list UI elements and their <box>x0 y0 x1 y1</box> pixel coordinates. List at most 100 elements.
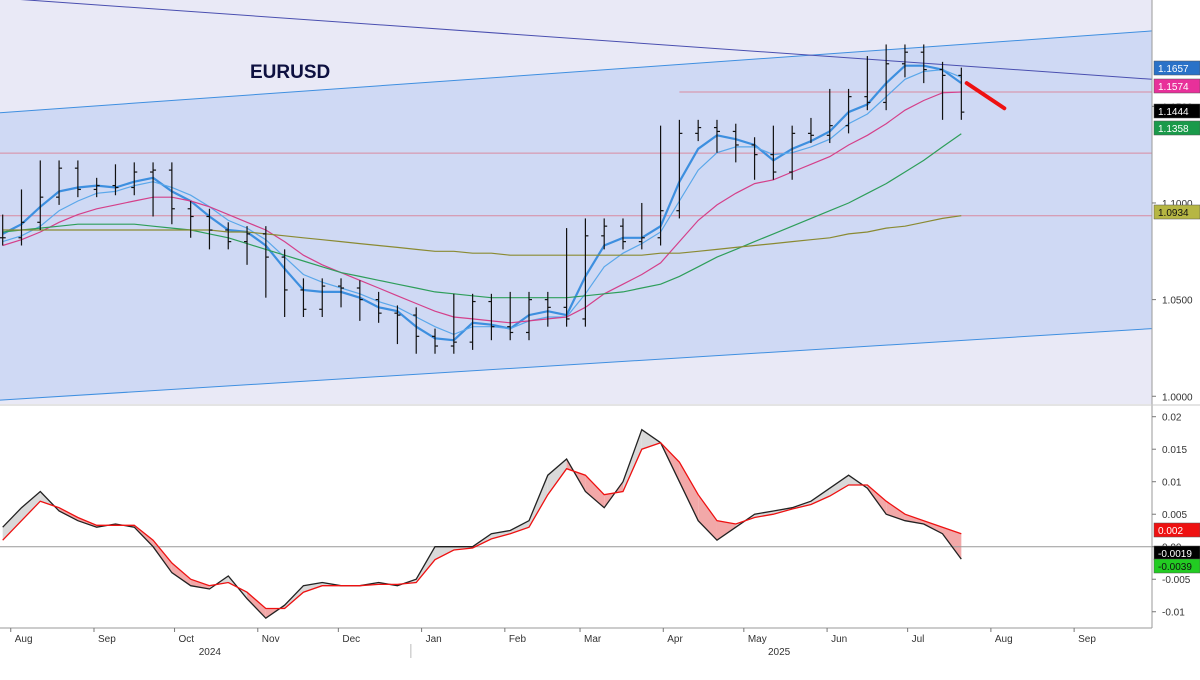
price-bar <box>281 249 288 318</box>
price-label-box <box>1153 60 1200 76</box>
price-bar <box>958 67 965 120</box>
price-label-text: 1.1358 <box>1158 124 1189 135</box>
price-label-box <box>1153 103 1200 119</box>
price-bar <box>883 44 890 111</box>
oscillator-line-2 <box>2 441 962 610</box>
price-label: -0.0039 <box>1153 558 1200 574</box>
price-bar <box>526 291 533 341</box>
moving-average-line-5 <box>2 215 962 256</box>
oscillator-panel <box>0 405 1152 628</box>
price-label: 1.1444 <box>1153 103 1200 119</box>
x-month-label: May <box>748 634 767 645</box>
price-bar <box>432 328 439 354</box>
price-bar <box>939 61 946 120</box>
channel-line-1 <box>0 30 1153 114</box>
oscillator-fill-segment <box>585 475 605 508</box>
price-bar <box>225 222 232 250</box>
price-bar <box>394 305 401 345</box>
x-month-label: Dec <box>342 634 360 645</box>
price-bar <box>619 218 626 250</box>
projection-arrow-line <box>964 81 1007 111</box>
lower-y-tick-label: 0.02 <box>1162 413 1182 424</box>
price-label-box <box>1153 78 1200 94</box>
price-bar <box>601 218 608 250</box>
price-bar <box>713 119 720 153</box>
price-bar <box>168 162 175 225</box>
x-month-label: Jul <box>912 634 925 645</box>
moving-average-line-4 <box>2 133 962 299</box>
oscillator-fill-segment <box>547 458 567 495</box>
price-bar <box>413 307 420 354</box>
oscillator-fill-segment <box>510 520 530 534</box>
oscillator-fill-segment <box>171 562 191 586</box>
price-label-box <box>1153 558 1200 574</box>
price-bar <box>469 293 476 350</box>
price-bar <box>845 88 852 134</box>
oscillator-fill-segment <box>190 579 210 589</box>
chart-title: EURUSD <box>250 62 330 83</box>
price-label-text: 1.1574 <box>1158 82 1189 93</box>
x-month-label: Feb <box>509 634 527 645</box>
price-label: 1.1657 <box>1153 60 1200 76</box>
oscillator-fill-segment <box>2 507 22 541</box>
price-bar <box>826 88 833 144</box>
price-bar <box>544 291 551 327</box>
price-bar <box>375 291 382 323</box>
price-bar <box>789 125 796 180</box>
price-label: 0.002 <box>1153 522 1200 538</box>
price-bar <box>732 123 739 163</box>
moving-averages <box>2 64 962 342</box>
price-bar <box>507 291 514 341</box>
oscillator-fill-segment <box>247 592 266 619</box>
x-month-label: Aug <box>995 634 1013 645</box>
upper-y-tick-label: 1.1000 <box>1162 199 1193 210</box>
oscillator-fill-segment <box>435 546 454 560</box>
lower-y-tick-label: -0.005 <box>1162 575 1191 586</box>
upper-y-tick-label: 1.0000 <box>1162 392 1193 403</box>
price-bar <box>131 162 138 196</box>
price-label-text: 0.002 <box>1158 526 1183 537</box>
oscillator-fill-segment <box>59 507 78 521</box>
price-bar <box>338 278 345 308</box>
oscillator-fill-segment <box>886 501 905 521</box>
price-bar <box>563 228 570 327</box>
price-bar <box>56 160 63 205</box>
price-bar <box>488 293 495 341</box>
price-label-text: -0.0019 <box>1158 549 1192 560</box>
x-month-label: Apr <box>667 634 683 645</box>
price-bar <box>638 202 645 250</box>
price-bar <box>770 125 777 180</box>
price-label-text: 1.0934 <box>1158 208 1189 219</box>
price-bar <box>920 44 927 84</box>
x-month-label: Aug <box>15 634 33 645</box>
price-bar <box>807 117 814 144</box>
price-bar <box>676 119 683 219</box>
moving-average-line-3 <box>2 91 962 324</box>
price-bar <box>18 189 25 246</box>
x-month-label: Sep <box>98 634 116 645</box>
oscillator-fill-segment <box>679 462 699 521</box>
oscillator-fill-segment <box>829 475 849 497</box>
price-label-box <box>1153 204 1200 220</box>
upper-panel-background <box>0 0 1152 404</box>
moving-average-line-2 <box>2 68 962 336</box>
price-bar <box>657 125 664 246</box>
price-label: 1.1574 <box>1153 78 1200 94</box>
price-bar <box>300 278 307 318</box>
price-bar <box>262 226 269 298</box>
oscillator-fill-segment <box>716 520 736 541</box>
price-bar <box>74 160 81 198</box>
price-label-text: 1.1657 <box>1158 64 1189 75</box>
price-bar <box>582 218 589 327</box>
price-bar <box>751 137 758 180</box>
price-label-box <box>1153 120 1200 136</box>
price-bar <box>0 214 6 246</box>
lower-y-tick-label: 0.015 <box>1162 445 1187 456</box>
price-bar <box>187 201 194 238</box>
oscillator-fill-segment <box>923 520 943 534</box>
x-month-label: Oct <box>179 634 195 645</box>
upper-y-tick-label: 1.0500 <box>1162 296 1193 307</box>
lower-y-tick-label: -0.01 <box>1162 608 1185 619</box>
price-bar <box>864 56 871 111</box>
